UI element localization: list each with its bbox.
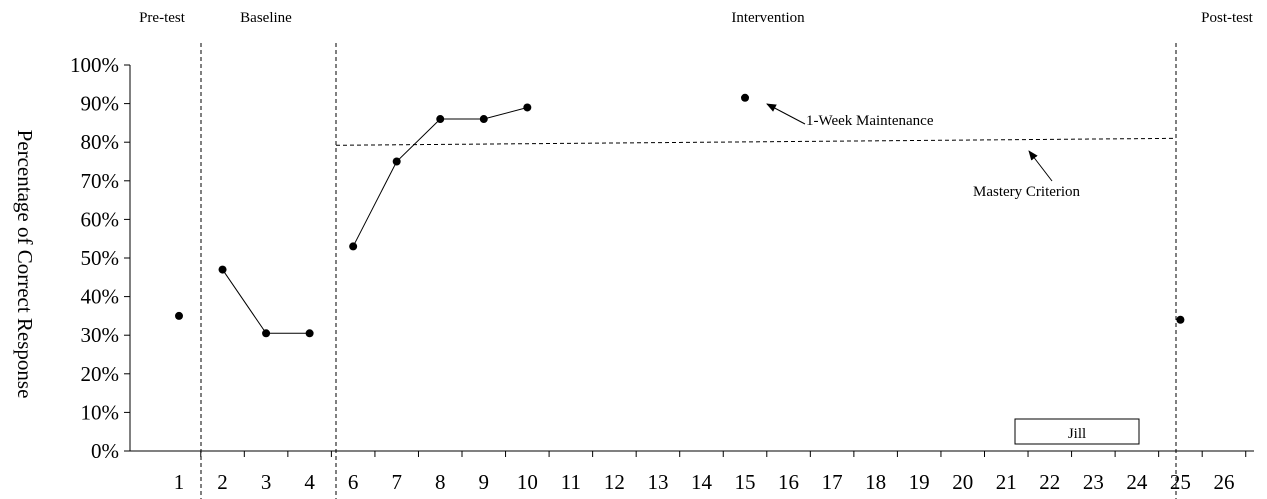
x-tick-label: 26 <box>1213 470 1234 494</box>
phase-label: Post-test <box>1201 10 1254 26</box>
legend-label: Jill <box>1068 426 1086 442</box>
data-series <box>175 93 1185 338</box>
y-tick-label: 90% <box>81 92 120 116</box>
y-tick-label: 20% <box>81 362 120 386</box>
series-line-segment <box>352 106 528 247</box>
x-tick-label: 25 <box>1170 470 1191 494</box>
maintenance-annotation: 1-Week Maintenance <box>806 113 934 129</box>
x-tick-label: 9 <box>479 470 490 494</box>
x-tick-label: 15 <box>735 470 756 494</box>
data-point <box>218 265 227 274</box>
x-tick-label: 11 <box>561 470 581 494</box>
y-tick-label: 30% <box>81 323 120 347</box>
phase-label: Pre-test <box>139 10 186 26</box>
x-tick-label: 19 <box>909 470 930 494</box>
x-tick-label: 3 <box>261 470 272 494</box>
x-tick-label: 21 <box>996 470 1017 494</box>
x-tick-label: 18 <box>865 470 886 494</box>
x-tick-label: 8 <box>435 470 446 494</box>
y-tick-label: 70% <box>81 169 120 193</box>
x-tick-label: 23 <box>1083 470 1104 494</box>
mastery-annotation: Mastery Criterion <box>973 184 1081 200</box>
mastery-criterion-dashed-line <box>335 137 1177 146</box>
y-axis-ticks: 0% 10% 20% 30% 40% 50% 60% 70% 80% 90% 100% <box>70 53 130 463</box>
mastery-arrow <box>1028 150 1053 182</box>
y-tick-label: 80% <box>81 130 120 154</box>
y-tick-label: 60% <box>81 207 120 231</box>
x-tick-label: 10 <box>517 470 538 494</box>
phase-change-lines <box>200 43 1177 499</box>
phase-label: Baseline <box>240 10 292 26</box>
data-point <box>479 115 488 124</box>
x-tick-label: 2 <box>217 470 228 494</box>
x-tick-label: 20 <box>952 470 973 494</box>
x-tick-label: 6 <box>348 470 359 494</box>
data-point <box>349 242 358 251</box>
data-point <box>175 311 183 320</box>
y-tick-label: 50% <box>81 246 120 270</box>
mastery-criterion-line <box>335 137 1177 146</box>
y-tick-label: 10% <box>81 400 120 424</box>
data-point <box>741 93 750 102</box>
x-tick-label: 14 <box>691 470 713 494</box>
x-tick-label: 17 <box>822 470 843 494</box>
phase-labels: Pre-test Baseline Intervention Post-test <box>139 10 1254 26</box>
data-point <box>262 329 271 338</box>
series-line-segment <box>222 269 310 334</box>
data-point <box>523 103 532 112</box>
x-tick-label: 24 <box>1126 470 1148 494</box>
y-tick-label: 100% <box>70 53 119 77</box>
x-tick-label: 16 <box>778 470 799 494</box>
y-tick-label: 0% <box>91 439 119 463</box>
maintenance-arrow <box>766 103 806 125</box>
data-point <box>305 329 314 338</box>
data-point <box>1176 315 1185 324</box>
phase-label: Intervention <box>731 10 805 26</box>
x-tick-label: 4 <box>304 470 315 494</box>
data-point <box>392 157 401 166</box>
x-tick-label: 22 <box>1039 470 1060 494</box>
x-tick-label: 12 <box>604 470 625 494</box>
y-tick-label: 40% <box>81 285 120 309</box>
data-point <box>436 115 445 124</box>
x-tick-label: 13 <box>647 470 668 494</box>
legend-box <box>1014 418 1140 445</box>
x-axis-ticks: 1 2 3 4 6 7 8 9 10 11 12 13 14 15 16 17 18 19 20 21 22 23 24 25… <box>174 451 1247 494</box>
x-tick-label: 7 <box>391 470 402 494</box>
y-axis-title: Percentage of Correct Response <box>13 130 37 399</box>
annotations: 1-Week Maintenance Mastery Criterion <box>766 103 1081 200</box>
x-tick-label: 1 <box>174 470 185 494</box>
